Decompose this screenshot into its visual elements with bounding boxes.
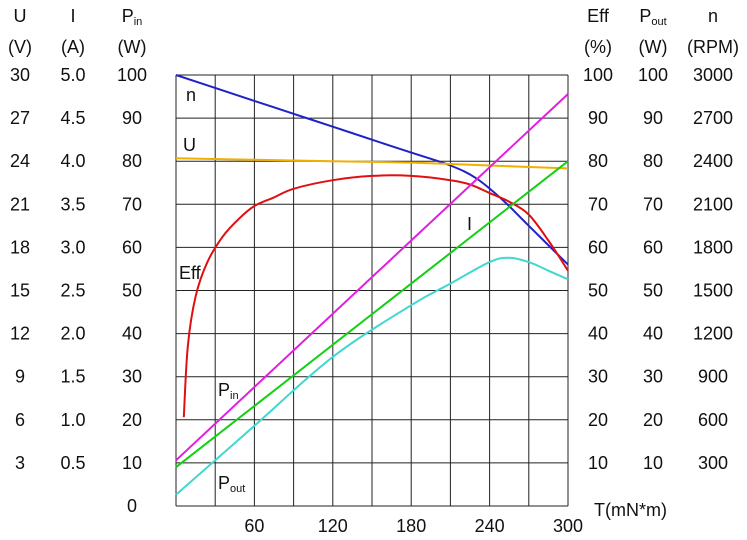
series-line-U (175, 157, 569, 170)
curve-label-Pout: Pout (218, 473, 245, 495)
series-line-I (175, 160, 569, 468)
series-line-Pin (175, 93, 569, 462)
tick-label-Pout: 20 (643, 410, 663, 430)
series-line-n (175, 74, 569, 266)
curve-label-Eff: Eff (179, 263, 202, 283)
axis-labels: U (V) 30 27 24 21 18 15 12 9 6 3 I (A) 5.0 4.5 4.0 3.5 3.0… (8, 6, 739, 536)
tick-label-U: 18 (10, 237, 30, 257)
tick-label-Eff: 30 (588, 367, 608, 387)
tick-label-Eff: 20 (588, 410, 608, 430)
tick-label-I: 1.5 (60, 367, 85, 387)
axis-title-Pout: Pout (639, 6, 666, 28)
plot-grid (175, 74, 569, 507)
tick-label-I: 3.5 (60, 194, 85, 214)
tick-label-n: 1800 (693, 237, 733, 257)
tick-label-U: 24 (10, 151, 30, 171)
tick-label-Pout: 70 (643, 194, 663, 214)
tick-label-I: 3.0 (60, 237, 85, 257)
x-axis-label: T(mN*m) (594, 500, 667, 520)
tick-label-Eff: 70 (588, 194, 608, 214)
tick-label-U: 9 (15, 367, 25, 387)
tick-label-Pout: 30 (643, 367, 663, 387)
tick-label-Pout: 80 (643, 151, 663, 171)
x-tick-label: 240 (475, 516, 505, 536)
tick-label-I: 1.0 (60, 410, 85, 430)
tick-label-Pout: 10 (643, 453, 663, 473)
tick-label-Pin: 20 (122, 410, 142, 430)
x-tick-label: 180 (396, 516, 426, 536)
tick-label-I: 5.0 (60, 65, 85, 85)
tick-label-Eff: 60 (588, 237, 608, 257)
tick-label-Pin: 50 (122, 281, 142, 301)
axis-title-U: U (14, 6, 27, 26)
tick-label-Eff: 10 (588, 453, 608, 473)
tick-label-I: 4.5 (60, 108, 85, 128)
tick-label-Pout: 90 (643, 108, 663, 128)
tick-label-I: 0.5 (60, 453, 85, 473)
tick-label-Pin: 10 (122, 453, 142, 473)
tick-label-Eff: 40 (588, 324, 608, 344)
tick-label-U: 12 (10, 324, 30, 344)
tick-label-n: 3000 (693, 65, 733, 85)
tick-label-n: 2700 (693, 108, 733, 128)
x-tick-label: 300 (553, 516, 583, 536)
tick-label-Eff: 50 (588, 281, 608, 301)
tick-label-Pin: 0 (127, 496, 137, 516)
axis-title-Pin: Pin (122, 6, 143, 28)
tick-label-U: 3 (15, 453, 25, 473)
x-tick-label: 120 (318, 516, 348, 536)
curve-label-I: I (467, 214, 472, 234)
series-line-Pout (175, 256, 569, 496)
axis-title-I: I (70, 6, 75, 26)
axis-unit-I: (A) (61, 37, 85, 57)
tick-label-Pin: 60 (122, 237, 142, 257)
axis-title-Eff: Eff (587, 6, 610, 26)
tick-label-n: 900 (698, 367, 728, 387)
curve-labels: n U Eff I Pin Pout (179, 85, 472, 495)
axis-unit-Pin: (W) (118, 37, 147, 57)
tick-label-Eff: 80 (588, 151, 608, 171)
tick-label-n: 1500 (693, 281, 733, 301)
tick-label-n: 300 (698, 453, 728, 473)
tick-label-I: 2.5 (60, 281, 85, 301)
axis-unit-Pout: (W) (639, 37, 668, 57)
series-curves (175, 74, 569, 496)
x-tick-label: 60 (244, 516, 264, 536)
tick-label-Pin: 40 (122, 324, 142, 344)
tick-label-U: 21 (10, 194, 30, 214)
axis-unit-Eff: (%) (584, 37, 612, 57)
tick-label-Eff: 90 (588, 108, 608, 128)
tick-label-U: 27 (10, 108, 30, 128)
curve-label-n: n (186, 85, 196, 105)
tick-label-U: 15 (10, 281, 30, 301)
tick-label-Pin: 90 (122, 108, 142, 128)
tick-label-Pout: 100 (638, 65, 668, 85)
tick-label-U: 30 (10, 65, 30, 85)
tick-label-Pout: 40 (643, 324, 663, 344)
axis-unit-U: (V) (8, 37, 32, 57)
tick-label-Pout: 50 (643, 281, 663, 301)
axis-title-n: n (708, 6, 718, 26)
tick-label-n: 2400 (693, 151, 733, 171)
tick-label-Pin: 80 (122, 151, 142, 171)
tick-label-n: 600 (698, 410, 728, 430)
curve-label-Pin: Pin (218, 380, 239, 402)
tick-label-U: 6 (15, 410, 25, 430)
tick-label-I: 4.0 (60, 151, 85, 171)
tick-label-Pout: 60 (643, 237, 663, 257)
tick-label-Pin: 70 (122, 194, 142, 214)
curve-label-U: U (183, 135, 196, 155)
tick-label-Pin: 30 (122, 367, 142, 387)
tick-label-n: 1200 (693, 324, 733, 344)
axis-unit-n: (RPM) (687, 37, 739, 57)
series-line-Eff (182, 174, 569, 418)
tick-label-Pin: 100 (117, 65, 147, 85)
tick-label-n: 2100 (693, 194, 733, 214)
tick-label-Eff: 100 (583, 65, 613, 85)
tick-label-I: 2.0 (60, 324, 85, 344)
